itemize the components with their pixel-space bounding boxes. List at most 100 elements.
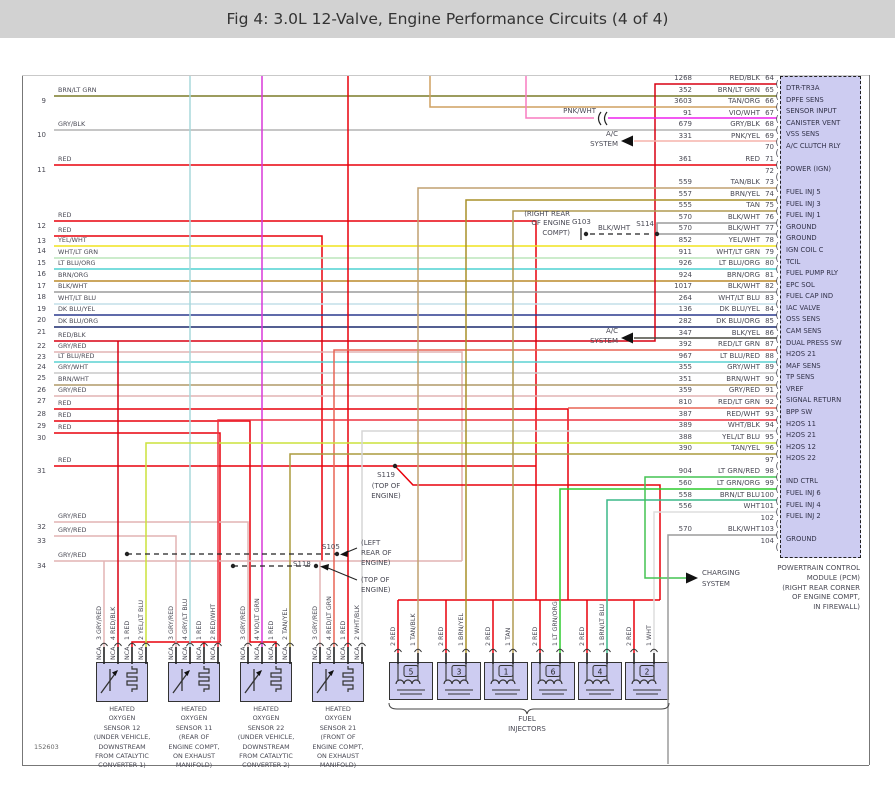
splice-dot [230,563,236,569]
sensor-pin-wire-label: 1 RED [268,620,275,640]
s118-pointer-arrow-icon [320,564,329,571]
pcm-pin-number: 78 [765,236,774,244]
pcm-pin-bracket: ( [775,300,779,310]
pcm-pin-wire-color: BRN/WHT [726,375,760,383]
connector-icon [630,648,638,653]
sensor-arrowhead-icon [328,670,334,676]
sensor-pin-wire-label: 3 GRY/RED [312,605,319,640]
left-wire-color-label: GRY/RED [58,342,87,350]
pcm-pin-number: 92 [765,398,774,406]
left-wire-number: 30 [37,434,46,442]
left-wire-color-label: DK BLU/ORG [58,317,99,325]
left-wire-number: 28 [37,410,46,418]
pcm-pin-label: GROUND [786,223,817,231]
pcm-pin-bracket: ( [775,207,779,217]
pcm-pin-bracket: ( [775,265,779,275]
pcm-pin-wire-color: GRY/RED [728,386,760,394]
frame-bottom [22,765,869,766]
pnk-wht-connector-label: PNK/WHT [563,107,596,115]
connector-icon [442,648,450,653]
injector-pin-wire-label: 1 TAN/BLK [410,613,417,646]
g103-location-label: COMPT) [542,228,570,237]
pcm-pin-label: FUEL PUMP RLY [786,269,839,277]
sensor-label: CONVERTER 1) [98,761,146,770]
sensor-label: ENGINE COMPT, [312,742,364,751]
pcm-pin-number: 73 [765,178,774,186]
sensor-pin-nca-label: NCA [340,646,347,660]
pcm-pin-number: 103 [760,525,774,533]
wire-tan [512,210,777,653]
left-wire-color-label: GRY/RED [58,512,87,520]
sensor-label: OXYGEN [324,714,352,723]
sensor-label: ON EXHAUST [172,752,216,760]
page-title: Fig 4: 3.0L 12-Valve, Engine Performance… [226,10,669,28]
injector-core-icon [633,689,661,695]
pcm-pin-wire-number: 559 [678,178,692,186]
left-wire-number: 14 [37,247,46,255]
pcm-pin-label: GROUND [786,234,817,242]
connector-icon [536,648,544,653]
left-wire-color-label: RED [58,411,72,419]
pcm-pin-wire-color: WHT/BLK [727,421,760,429]
sensor-pin-nca-label: NCA [282,646,289,660]
connector-icon [344,642,352,647]
pcm-pin-bracket: ( [775,196,779,206]
left-wire-12 [54,220,537,600]
sensor-pin-nca-label: NCA [168,646,175,660]
pcm-pin-number: 104 [760,537,774,545]
pcm-pin-bracket: ( [775,323,779,333]
pcm-pin-wire-color: TAN/BLK [730,178,760,186]
sensor-pin-wire-label: 1 RED [196,620,203,640]
wire-pnk-wht [525,76,594,119]
pcm-pin-bracket: ( [775,416,779,426]
pcm-pin-label: MAF SENS [786,362,821,370]
splice-s118-dot [313,563,319,569]
injector-leg [633,664,655,681]
pcm-pin-wire-color: BLK/YEL [731,329,760,337]
left-wire-color-label: RED [58,423,72,431]
sensor-label: CONVERTER 2) [242,761,290,770]
sensor-pin-wire-label: 2 WHT/BLK [354,605,361,640]
pcm-pin-wire-number: 852 [678,236,692,244]
pcm-pin-number: 64 [765,74,774,82]
left-wire-color-label: GRY/RED [58,551,87,559]
sensor-pin-wire-label: 2 TAN/YEL [282,608,289,640]
sensor-label: SENSOR 21 [319,723,357,732]
wire-red-wht [217,419,777,647]
pcm-pin-wire-color: BRN/LT GRN [717,86,760,94]
pcm-pin-label: SENSOR INPUT [786,107,837,115]
pcm-pin-wire-color: GRY/BLK [730,120,760,128]
pcm-pin-label: BPP SW [786,408,813,416]
sensor-pin-nca-label: NCA [354,646,361,660]
sensor-pin-wire-label: 2 RED/WHT [210,603,217,640]
pcm-pin-number: 77 [765,224,774,232]
sensor-label: (UNDER VEHICLE, [237,733,295,742]
g103-label: G103 [572,218,591,226]
pcm-pin-number: 69 [765,132,774,140]
inline-connector-icon [597,111,602,126]
injector-pin-wire-label: 2 RED [532,626,539,646]
pcm-pin-number: 86 [765,329,774,337]
pcm-pin-number: 91 [765,386,774,394]
injector-number: 6 [551,668,556,677]
connector-icon [186,642,194,647]
pcm-pin-wire-number: 347 [678,329,692,337]
left-wire-number: 21 [37,328,46,336]
pcm-pin-wire-color: YEL/LT BLU [722,433,760,441]
injector-leg [445,664,467,681]
s114-label: S114 [636,219,654,228]
injector-number: 1 [504,668,509,677]
sensor-pin-nca-label: NCA [138,646,145,660]
connector-icon [272,642,280,647]
pcm-pin-bracket: ( [775,531,779,541]
ac-system-label: SYSTEM [590,337,618,345]
pcm-pin-wire-color: RED/LT GRN [718,398,760,406]
pcm-pin-label: IND CTRL [786,477,818,485]
pcm-pin-label: H2OS 22 [786,454,816,462]
pcm-pin-number: 82 [765,282,774,290]
pcm-pin-wire-color: LT GRN/RED [718,467,760,475]
pcm-pin-number: 94 [765,421,774,429]
pcm-pin-bracket: ( [775,427,779,437]
pcm-pin-number: 85 [765,317,774,325]
connector-icon [330,642,338,647]
